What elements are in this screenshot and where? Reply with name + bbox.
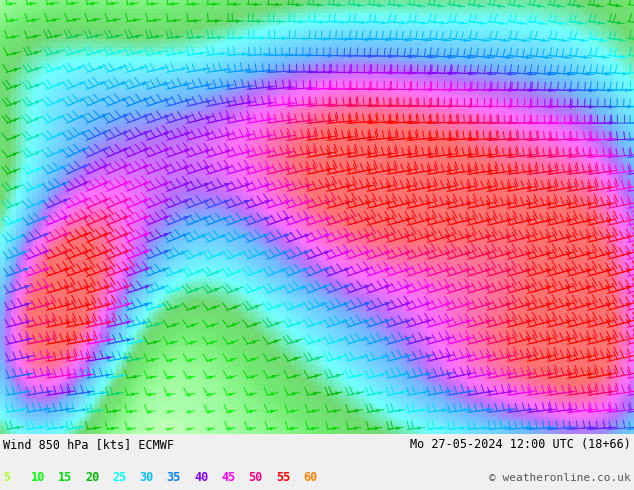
Text: 45: 45	[221, 471, 235, 484]
Text: © weatheronline.co.uk: © weatheronline.co.uk	[489, 472, 631, 483]
Text: 50: 50	[249, 471, 262, 484]
Text: 25: 25	[112, 471, 126, 484]
Text: 15: 15	[58, 471, 72, 484]
Text: 60: 60	[303, 471, 317, 484]
Text: 20: 20	[85, 471, 99, 484]
Text: 10: 10	[30, 471, 44, 484]
Text: 35: 35	[167, 471, 181, 484]
Text: 40: 40	[194, 471, 208, 484]
Text: Wind 850 hPa [kts] ECMWF: Wind 850 hPa [kts] ECMWF	[3, 439, 174, 451]
Text: 55: 55	[276, 471, 290, 484]
Text: 30: 30	[139, 471, 153, 484]
Text: 5: 5	[3, 471, 10, 484]
Text: Mo 27-05-2024 12:00 UTC (18+66): Mo 27-05-2024 12:00 UTC (18+66)	[410, 439, 631, 451]
